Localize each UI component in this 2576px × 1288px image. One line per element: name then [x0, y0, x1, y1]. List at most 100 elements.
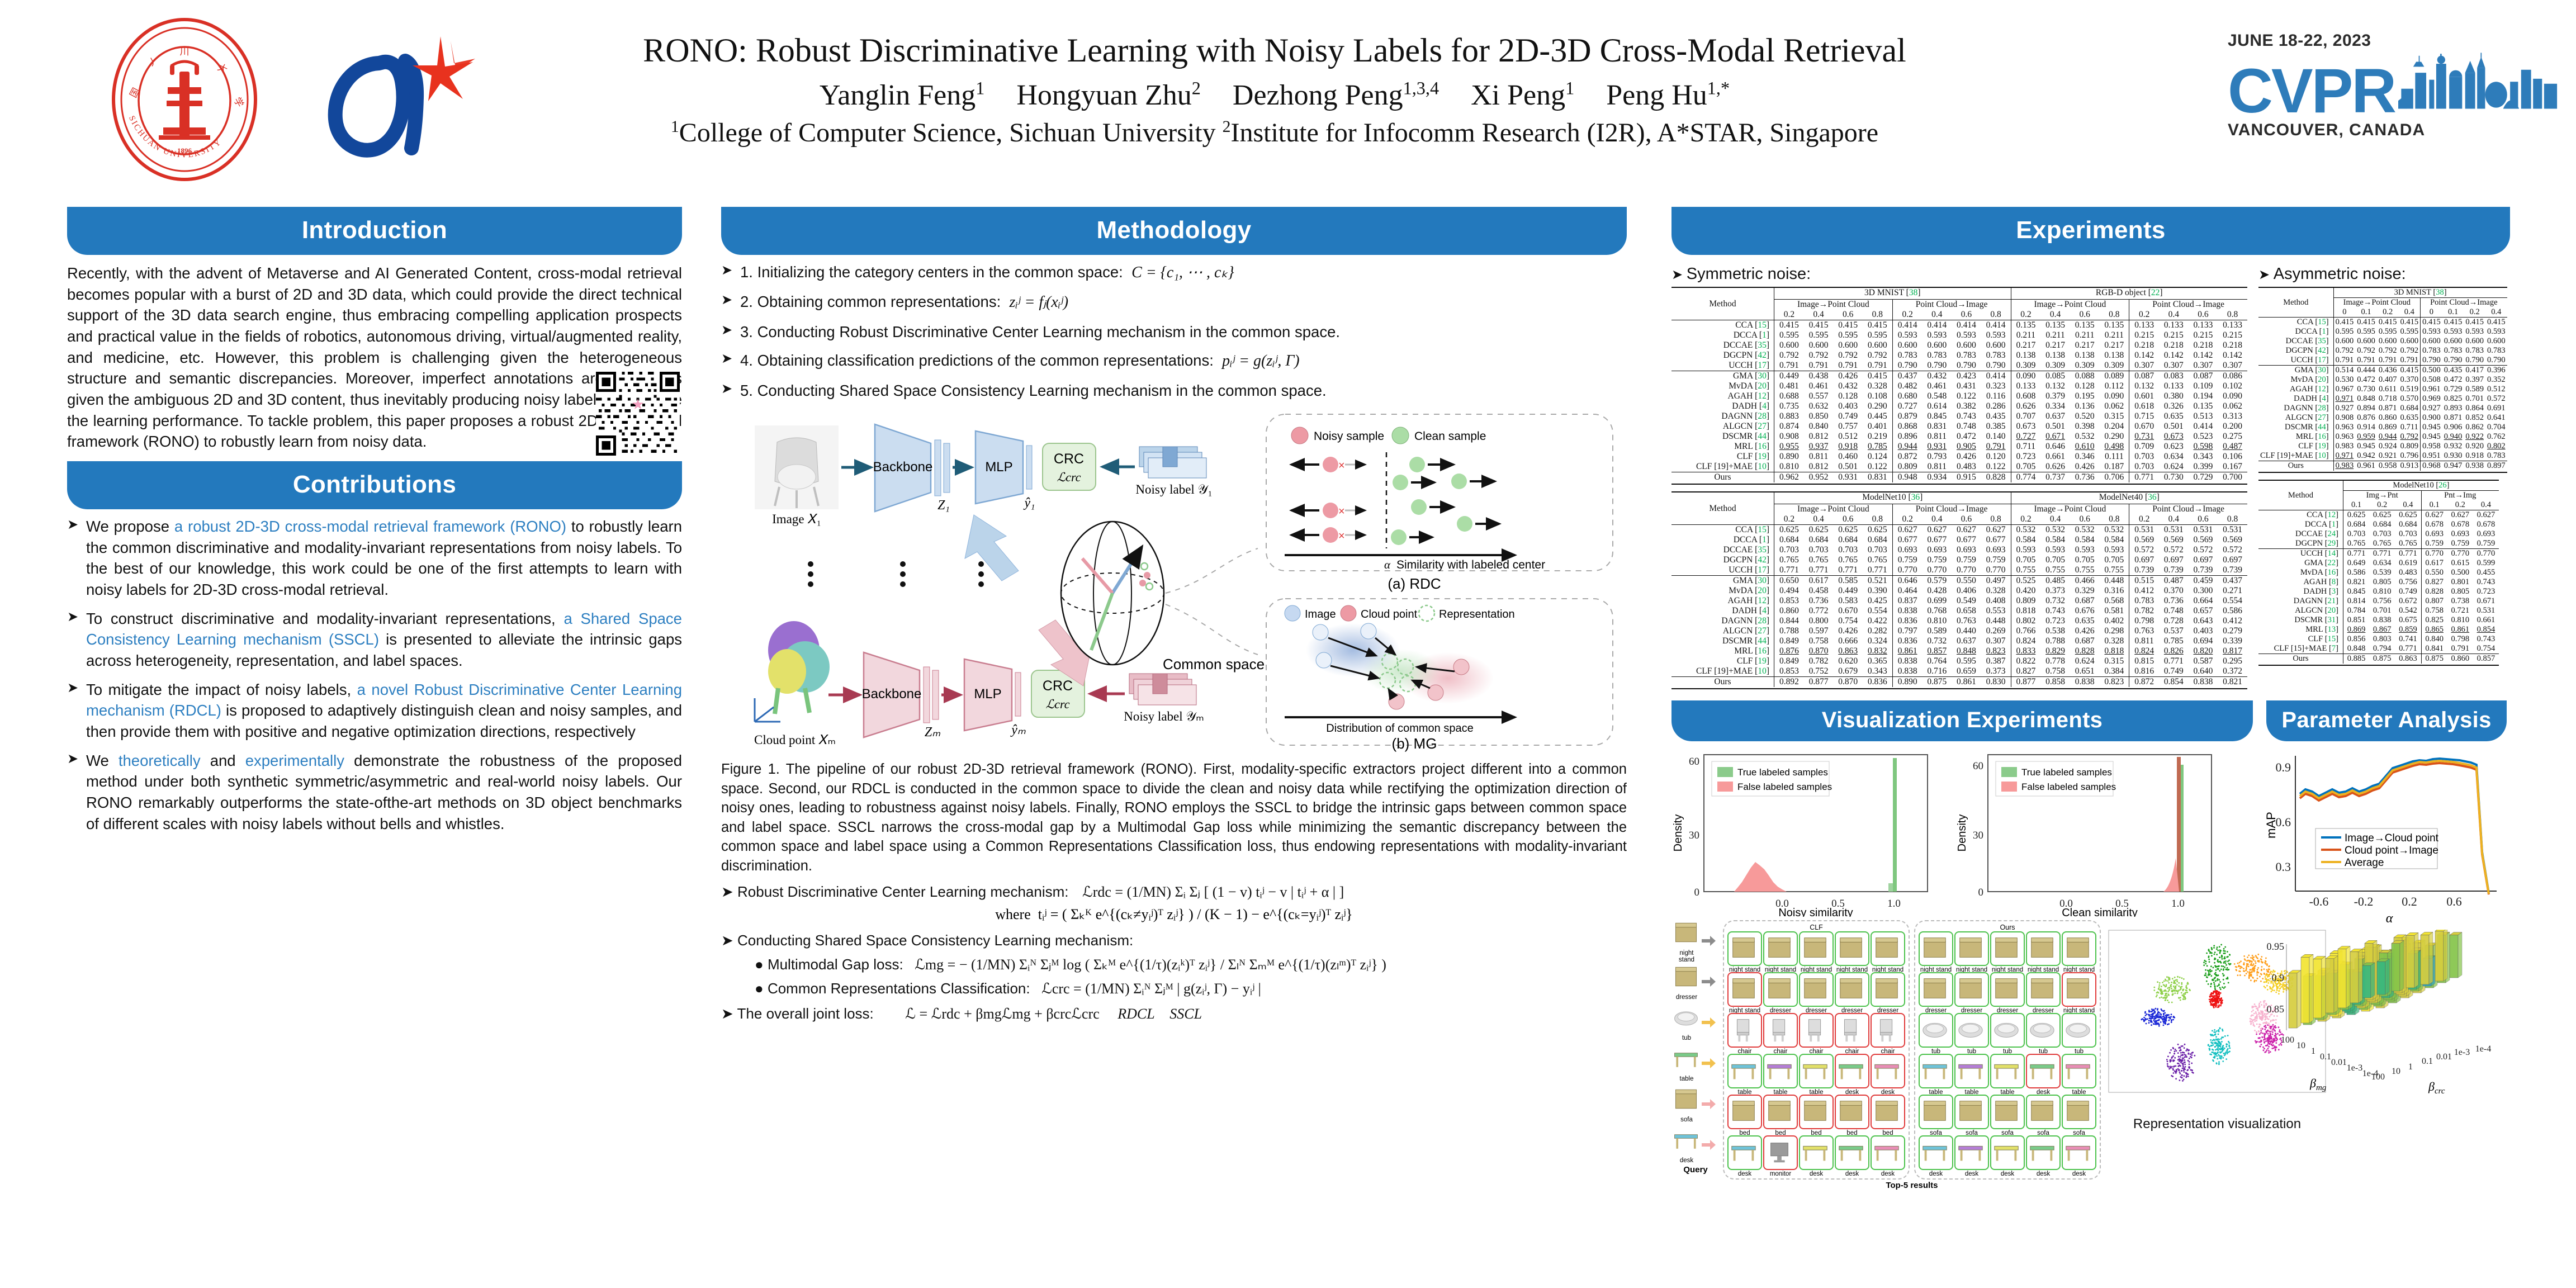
table-row: DSCMR [44] 0.908 0.812 0.512 0.219 0.896 0.811… [1671, 432, 2247, 442]
beta-crc-label: βcrc [2428, 1079, 2445, 1096]
section-heading-experiments: Experiments [1671, 207, 2510, 255]
table-row-method: CCA [15] [2258, 318, 2333, 328]
legend-cloud2img: Cloud point→Image [2345, 845, 2438, 856]
svg-text:1: 1 [2311, 1046, 2315, 1056]
label-yMhat: ŷₘ [1010, 723, 1026, 737]
caption-rdc: (a) RDC [1388, 575, 1441, 592]
retrieval-result-cell: night stand [1799, 931, 1834, 972]
retrieval-result-cell: dresser [1990, 972, 2025, 1013]
retrieval-result-cell: desk [1919, 1135, 1953, 1176]
svg-text:1e-3: 1e-3 [2454, 1048, 2470, 1057]
retrieval-result-label: desk [1799, 1171, 1834, 1178]
table-row: CLF [19] 0.983 0.945 0.924 0.809 0.958 0.932 0.… [2258, 442, 2507, 451]
retrieval-result-cell: bed [1727, 1095, 1762, 1135]
xtick2-10: 1.0 [2171, 898, 2185, 910]
label-z1: Z₁ [937, 498, 950, 513]
label-mlp-image: MLP [985, 460, 1012, 475]
table-row: DSCMR [31] 0.851 0.838 0.675 0.825 0.810 0.661 [2258, 615, 2499, 625]
label-zM: Zₘ [925, 725, 940, 740]
table-row: CLF [15]+MAE [7] 0.848 0.794 0.771 0.841 0.79… [2258, 644, 2499, 654]
chart-alpha-map: 0.9 0.6 0.3 mAP Image→Cloud point [2266, 747, 2507, 931]
retrieval-result-cell: tub [1919, 1013, 1953, 1054]
table-row-method: DCCA [1] [1671, 330, 1774, 340]
retrieval-result-cell: desk [1954, 1135, 1989, 1176]
table-row: DAGNN [21] 0.814 0.756 0.672 0.807 0.738 0.671 [2258, 596, 2499, 606]
table-row: CLF [15] 0.856 0.803 0.741 0.840 0.798 0.743 [2258, 634, 2499, 644]
affiliation-1: College of Computer Science, Sichuan Uni… [679, 118, 1216, 148]
asymmetric-noise-block: Asymmetric noise: Method3D MNIST [38]Ima… [2258, 258, 2499, 689]
table-row: MRL [13] 0.869 0.867 0.859 0.865 0.861 0.854 [2258, 625, 2499, 634]
label-cloud-point-xm: Cloud point 𝑋ₘ [754, 733, 836, 747]
bar-3d [2350, 949, 2362, 1003]
retrieval-result-cell: table [1763, 1054, 1798, 1095]
beta-ytick-085: 0.85 [2267, 1003, 2285, 1015]
tsne-caption: Representation visualization [2106, 1116, 2328, 1132]
table-row: ALGCN [27] 0.908 0.876 0.860 0.635 0.900 0.871… [2258, 413, 2507, 423]
label-backbone-image: Backbone [873, 460, 933, 475]
table-row-method: DADH [4] [1671, 606, 1774, 616]
label-noisy-label-y1: Noisy label 𝒴₁ [1135, 482, 1212, 496]
table-row-method: CLF [19] [2258, 442, 2333, 451]
bar-3d [2338, 946, 2350, 1008]
symmetric-table-1: Method 3D MNIST [38] RGB-D object [22] Imag… [1671, 287, 2247, 485]
symmetric-noise-block: Symmetric noise: Method3D MNIST [38]RGB-… [1671, 258, 2247, 689]
table-row-method: MRL [16] [1671, 442, 1774, 452]
retrieval-result-label: monitor [1763, 1171, 1798, 1178]
retrieval-result-cell: chair [1799, 1013, 1834, 1054]
table-row-method: CLF [15]+MAE [7] [2258, 644, 2343, 654]
equation-t-definition: where tᵢʲ = ( Σₖᴷ e^{(cₖ≠yᵢʲ)ᵀ zᵢʲ} ) / … [721, 906, 1627, 923]
table-row-method: DCCA [1] [2258, 327, 2333, 337]
ytick2-60: 60 [1973, 760, 1983, 772]
retrieval-result-cell: dresser [2026, 972, 2061, 1013]
table-row: MvDA [20] 0.530 0.472 0.407 0.370 0.508 0.472 0… [2258, 375, 2507, 385]
table-row-method: UCCH [17] [1671, 565, 1774, 576]
legend-average: Average [2345, 857, 2384, 869]
qr-code[interactable]: ★ [596, 372, 680, 456]
noisy-label-stack-cloud [1129, 674, 1196, 705]
table-row-method: ALGCN [27] [1671, 422, 1774, 432]
contribution-item-1: We propose a robust 2D-3D cross-modal re… [67, 516, 682, 600]
table-row-method: MRL [16] [1671, 646, 1774, 656]
svg-text:0.1: 0.1 [2320, 1052, 2331, 1062]
retrieval-result-cell: night stand [1727, 972, 1762, 1013]
ylabel-density-1: Density [1672, 815, 1684, 852]
bar-3d [2406, 932, 2418, 988]
retrieval-result-cell: bed [1799, 1095, 1834, 1135]
svg-text:0.01: 0.01 [2436, 1052, 2452, 1062]
table-row-method: UCCH [17] [2258, 356, 2333, 366]
retrieval-result-cell: night stand [1990, 931, 2025, 972]
svg-text:1: 1 [2408, 1062, 2413, 1072]
svg-text:0.1: 0.1 [2422, 1057, 2433, 1066]
table-row-method: CCA [15] [1671, 320, 1774, 331]
table-row-method: MvDA [20] [2258, 375, 2333, 385]
section-heading-methodology: Methodology [721, 207, 1627, 255]
retrieval-query-item: table [1671, 1043, 1720, 1083]
equation-crc: ● Common Representations Classification:… [755, 980, 1627, 997]
svg-text:1e-3: 1e-3 [2347, 1063, 2362, 1073]
table-row-method: UCCH [14] [2258, 549, 2343, 559]
table-row: MRL [16] 0.876 0.870 0.863 0.832 0.861 0.857 0.… [1671, 646, 2247, 656]
retrieval-query-item: night stand [1671, 920, 1720, 961]
retrieval-result-cell: tub [1990, 1013, 2025, 1054]
retrieval-query-item: sofa [1671, 1083, 1720, 1124]
methodology-step-5: 5. Conducting Shared Space Consistency L… [721, 380, 1627, 401]
chart-beta-3d-bars: 0.95 0.9 0.85 10010 10.1 0.011e-3 1e-4 β… [2266, 930, 2507, 1097]
ytick-30: 30 [1689, 830, 1699, 841]
author-list: Yanglin Feng1 Hongyuan Zhu2 Dezhong Peng… [525, 78, 2024, 112]
table-row: CCA [15] 0.415 0.415 0.415 0.415 0.414 0.414 0.… [1671, 320, 2247, 331]
page-title: RONO: Robust Discriminative Learning wit… [525, 31, 2024, 70]
svg-text:0.01: 0.01 [2331, 1058, 2347, 1067]
retrieval-result-label: desk [2062, 1171, 2096, 1178]
xlabel-clean-similarity: Clean similarity [2062, 907, 2138, 917]
chart-clean-similarity: 0 30 60 0.0 0.5 1.0 Density Clean simila… [1955, 749, 2224, 917]
retrieval-group-title: Ours [1919, 924, 2096, 931]
retrieval-result-cell: desk [1990, 1135, 2025, 1176]
retrieval-result-cell: desk [1727, 1135, 1762, 1176]
table-row: ALGCN [27] 0.788 0.597 0.426 0.282 0.797 0.589… [1671, 626, 2247, 636]
cvpr-logo: JUNE 18-22, 2023 CVPR [2228, 32, 2563, 167]
retrieval-row: night stand dresser dresser dresser dresser [1727, 972, 1905, 1013]
alpha-ytick-09: 0.9 [2276, 760, 2291, 774]
table-row-method: MRL [16] [2258, 432, 2333, 442]
title-block: RONO: Robust Discriminative Learning wit… [525, 31, 2024, 148]
retrieval-row: dresser dresser dresser dresser night stand [1919, 972, 2096, 1013]
